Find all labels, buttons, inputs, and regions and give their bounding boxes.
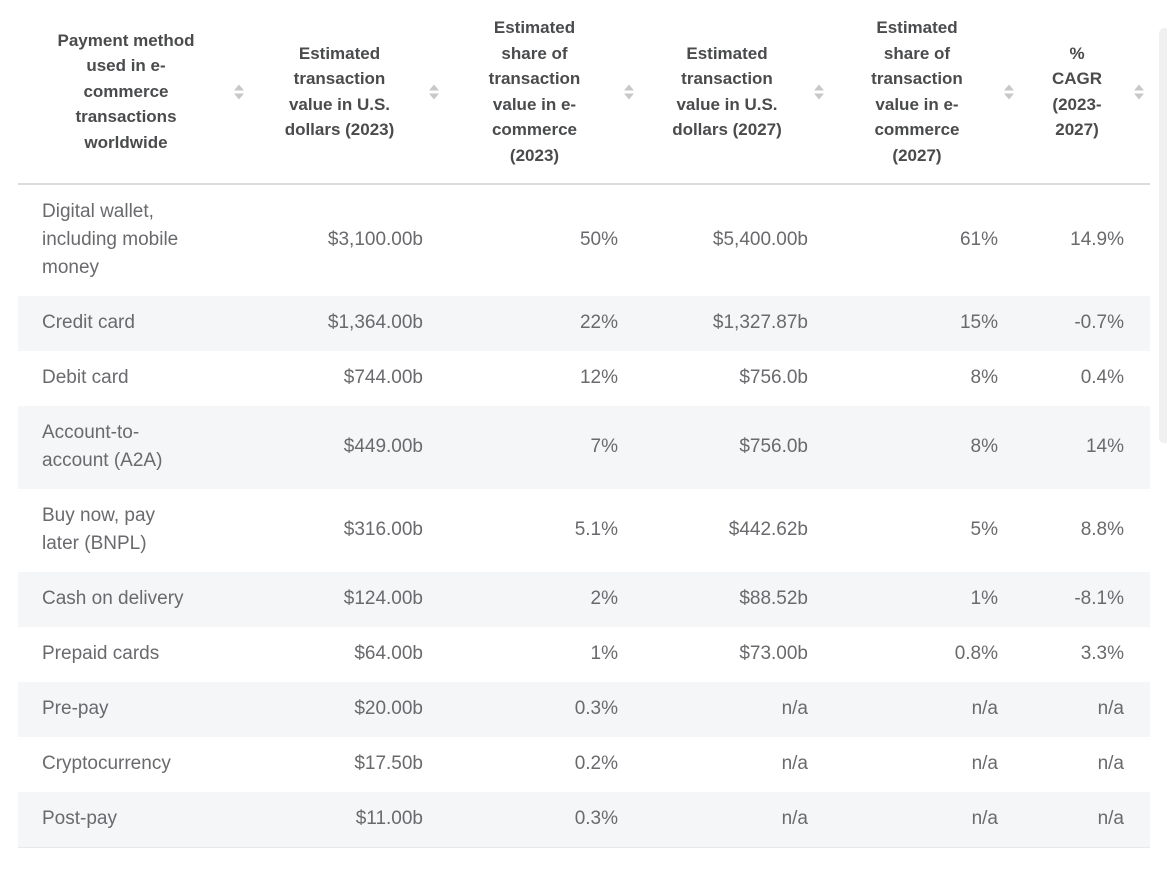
cell-share-2027: 0.8% [954,643,998,664]
cell-payment-method: Pre-pay [42,698,109,719]
cell-cagr: n/a [1097,698,1124,719]
table-row: Credit card $1,364.00b 22% $1,327.87b 15% -0.… [18,296,1150,351]
table-row: Cash on delivery $124.00b 2% $88.52b 1% -8.1% [18,572,1150,627]
cell-value-2027: $88.52b [739,588,808,609]
sort-icon [1004,84,1014,99]
sort-icon [814,84,824,99]
payment-methods-table: Payment method used in e- commerce trans… [18,0,1150,848]
cell-value-2023: $64.00b [354,643,423,664]
cell-payment-method: Cash on delivery [42,588,184,609]
cell-cagr: -0.7% [1074,312,1124,333]
header-row: Payment method used in e- commerce trans… [18,0,1150,185]
cell-cagr: n/a [1097,808,1124,829]
cell-payment-method: Prepaid cards [42,643,160,664]
cell-share-2027: 8% [970,367,998,388]
cell-value-2027: $1,327.87b [712,312,808,333]
cell-value-2023: $744.00b [343,367,423,388]
table-body: Digital wallet, including mobile money $3… [18,184,1150,848]
column-header-label: % CAGR (2023- 2027) [1051,43,1103,140]
cell-value-2023: $1,364.00b [327,312,423,333]
cell-payment-method: Digital wallet, including mobile money [42,201,179,278]
cell-value-2023: $449.00b [343,436,423,457]
cell-share-2023: 7% [590,436,618,457]
column-header-label: Estimated transaction value in U.S. doll… [672,43,782,140]
column-header-value-2027[interactable]: Estimated transaction value in U.S. doll… [640,0,830,185]
column-header-label: Payment method used in e- commerce trans… [57,30,195,152]
column-header-cagr[interactable]: % CAGR (2023- 2027) [1020,0,1150,185]
cell-value-2023: $316.00b [343,519,423,540]
cell-share-2023: 1% [590,643,618,664]
cell-cagr: 14% [1085,436,1124,457]
cell-cagr: 8.8% [1080,519,1124,540]
table-row: Account-to- account (A2A) $449.00b 7% $756.… [18,406,1150,489]
cell-payment-method: Cryptocurrency [42,753,171,774]
cell-value-2023: $124.00b [343,588,423,609]
table-row: Digital wallet, including mobile money $3… [18,184,1150,296]
cell-value-2027: $756.0b [739,436,808,457]
cell-value-2027: $73.00b [739,643,808,664]
cell-cagr: 14.9% [1070,229,1124,250]
cell-share-2027: n/a [971,698,998,719]
cell-share-2027: n/a [971,808,998,829]
cell-share-2023: 0.2% [574,753,618,774]
table-row: Pre-pay $20.00b 0.3% n/a n/a n/a [18,682,1150,737]
column-header-label: Estimated share of transaction value in … [488,18,581,165]
table-row: Cryptocurrency $17.50b 0.2% n/a n/a n/a [18,737,1150,792]
cell-share-2023: 0.3% [574,808,618,829]
cell-share-2027: 61% [959,229,998,250]
cell-value-2023: $3,100.00b [327,229,423,250]
cell-share-2023: 5.1% [574,519,618,540]
cell-share-2023: 50% [579,229,618,250]
data-table: Payment method used in e- commerce trans… [18,0,1150,848]
cell-cagr: 0.4% [1080,367,1124,388]
cell-share-2023: 12% [579,367,618,388]
cell-payment-method: Account-to- account (A2A) [42,422,163,471]
cell-share-2023: 0.3% [574,698,618,719]
table-row: Debit card $744.00b 12% $756.0b 8% 0.4% [18,351,1150,406]
table-row: Buy now, pay later (BNPL) $316.00b 5.1% $44… [18,489,1150,572]
table-row: Post-pay $11.00b 0.3% n/a n/a n/a [18,792,1150,848]
cell-share-2027: 1% [970,588,998,609]
cell-value-2027: n/a [781,808,808,829]
cell-share-2027: 5% [970,519,998,540]
cell-value-2023: $11.00b [355,808,423,829]
cell-payment-method: Buy now, pay later (BNPL) [42,505,156,554]
column-header-share-2027[interactable]: Estimated share of transaction value in … [830,0,1020,185]
cell-cagr: n/a [1097,753,1124,774]
cell-cagr: -8.1% [1074,588,1124,609]
cell-share-2023: 22% [579,312,618,333]
cell-payment-method: Debit card [42,367,129,388]
column-header-label: Estimated transaction value in U.S. doll… [284,43,395,140]
cell-value-2027: $5,400.00b [712,229,808,250]
cell-share-2027: n/a [971,753,998,774]
cell-cagr: 3.3% [1080,643,1124,664]
cell-payment-method: Post-pay [42,808,117,829]
column-header-label: Estimated share of transaction value in … [871,18,963,165]
cell-value-2027: $442.62b [728,519,808,540]
cell-share-2027: 8% [970,436,998,457]
cell-value-2023: $20.00b [354,698,423,719]
sort-icon [1134,84,1144,99]
column-header-value-2023[interactable]: Estimated transaction value in U.S. doll… [250,0,445,185]
cell-payment-method: Credit card [42,312,135,333]
cell-value-2027: $756.0b [739,367,808,388]
cell-share-2027: 15% [959,312,998,333]
sort-icon [429,84,439,99]
cell-share-2023: 2% [590,588,618,609]
cell-value-2027: n/a [781,698,808,719]
cell-value-2023: $17.50b [354,753,423,774]
scrollbar-thumb[interactable] [1159,28,1167,443]
table-row: Prepaid cards $64.00b 1% $73.00b 0.8% 3.3% [18,627,1150,682]
column-header-payment-method[interactable]: Payment method used in e- commerce trans… [18,0,250,185]
sort-icon [234,84,244,99]
sort-icon [624,84,634,99]
column-header-share-2023[interactable]: Estimated share of transaction value in … [445,0,640,185]
cell-value-2027: n/a [781,753,808,774]
table-header: Payment method used in e- commerce trans… [18,0,1150,185]
